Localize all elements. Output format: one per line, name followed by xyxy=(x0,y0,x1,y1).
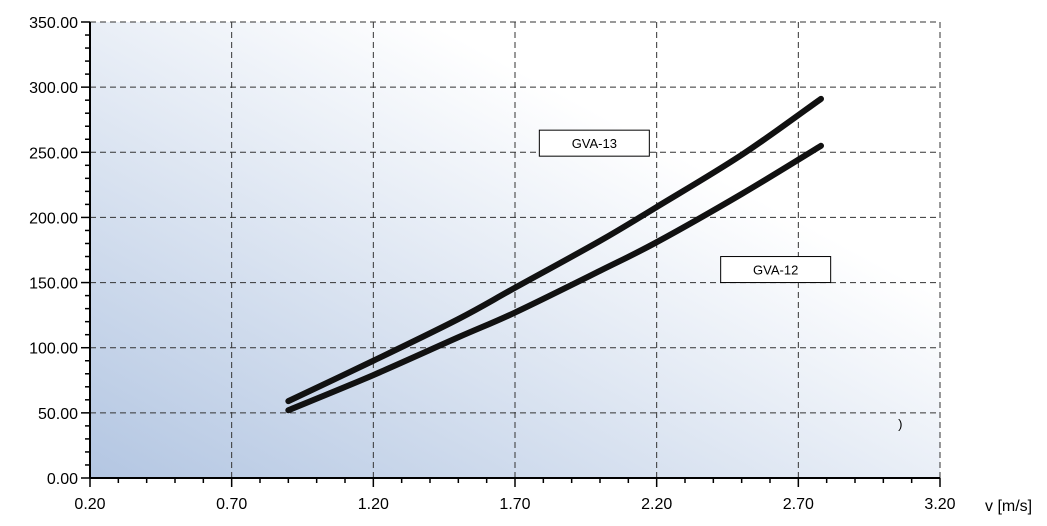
series-annotations: GVA-13 GVA-12) xyxy=(538,129,903,431)
y-tick-label: 100.00 xyxy=(29,341,78,358)
series-lines xyxy=(285,95,824,414)
y-tick-label: 0.00 xyxy=(47,471,78,488)
y-tick-label: 300.00 xyxy=(29,80,78,97)
series-label-box xyxy=(538,129,650,157)
x-tick-label: 0.70 xyxy=(216,496,247,513)
y-tick-label: 200.00 xyxy=(29,210,78,227)
x-tick-labels: 0.20 0.70 1.20 1.70 2.20 2.70 3.20 xyxy=(74,496,955,513)
y-tick-label: 350.00 xyxy=(29,15,78,32)
grid-lines xyxy=(90,21,941,478)
x-tick-label: 1.70 xyxy=(499,496,530,513)
x-tick-label: 0.20 xyxy=(74,496,105,513)
series-label: GVA-12 xyxy=(753,263,798,278)
plot-background xyxy=(90,22,940,478)
annotation-mark: ) xyxy=(898,416,902,431)
y-tick-label: 250.00 xyxy=(29,145,78,162)
x-tick-label: 2.20 xyxy=(641,496,672,513)
series-label-box xyxy=(720,256,832,284)
series-line-gva-12 xyxy=(285,142,824,414)
x-axis-label: v [m/s] xyxy=(985,498,1032,515)
axis-ticks xyxy=(81,21,941,487)
series-line-gva-13 xyxy=(285,95,824,405)
x-tick-label: 2.70 xyxy=(783,496,814,513)
x-tick-label: 1.20 xyxy=(358,496,389,513)
y-tick-label: 50.00 xyxy=(38,406,78,423)
y-tick-labels: 0.00 50.00 100.00 150.00 200.00 250.00 300.00 3… xyxy=(29,15,78,488)
x-tick-label: 3.20 xyxy=(924,496,955,513)
y-tick-label: 150.00 xyxy=(29,276,78,293)
series-label: GVA-13 xyxy=(572,136,617,151)
